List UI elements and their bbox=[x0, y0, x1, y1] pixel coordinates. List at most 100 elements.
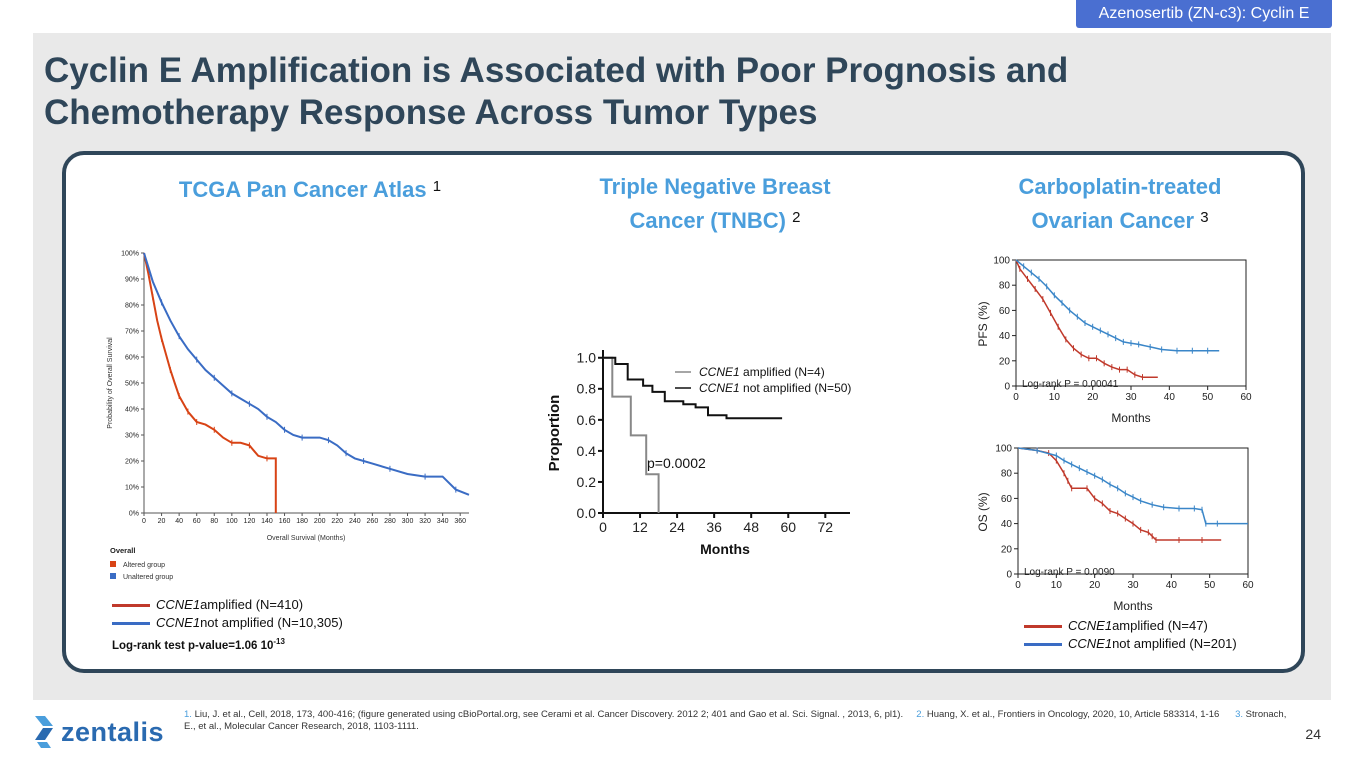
legend-text: not amplified (N=201) bbox=[1112, 636, 1237, 651]
legend-swatch bbox=[112, 621, 150, 625]
ovarian-ref: 3 bbox=[1200, 209, 1209, 226]
legend-swatch bbox=[112, 603, 150, 607]
company-logo: zentalis bbox=[33, 714, 164, 750]
p-value-annotation: p=0.0002 bbox=[647, 455, 706, 471]
y-tick-label: 90% bbox=[125, 276, 139, 283]
y-tick-label: 60 bbox=[1001, 494, 1013, 505]
legend-swatch bbox=[1024, 624, 1062, 628]
y-tick-label: 0 bbox=[1004, 382, 1010, 393]
slide-title: Cyclin E Amplification is Associated wit… bbox=[44, 51, 1069, 132]
x-tick-label: 360 bbox=[454, 518, 466, 525]
legend-swatch bbox=[110, 573, 116, 579]
legend-label: Altered group bbox=[123, 562, 165, 569]
x-tick-label: 260 bbox=[367, 518, 379, 525]
ovarian-legend-amplified: CCNE1 amplified (N=47) bbox=[1024, 617, 1237, 635]
x-tick-label: 0 bbox=[142, 518, 146, 525]
footnote-num: 1. bbox=[184, 709, 192, 720]
y-tick-label: 20 bbox=[1001, 544, 1013, 555]
x-tick-label: 40 bbox=[175, 518, 183, 525]
tnbc-panel-title: Triple Negative Breast Cancer (TNBC) 2 bbox=[580, 171, 850, 236]
x-tick-label: 20 bbox=[1087, 392, 1099, 403]
tcga-title-text: TCGA Pan Cancer Atlas bbox=[178, 177, 427, 202]
gene-name: CCNE1 bbox=[1068, 618, 1113, 633]
y-axis-label: OS (%) bbox=[976, 492, 990, 531]
ovarian-os-chart: 0 10 20 30 40 50 60 0 20 40 60 80 100 Months OS (%) Log… bbox=[976, 444, 1254, 614]
legend-title: Overall bbox=[110, 546, 135, 555]
y-tick-label: 70% bbox=[125, 328, 139, 335]
x-tick-label: 220 bbox=[331, 518, 343, 525]
y-tick-label: 0.8 bbox=[577, 381, 597, 397]
plot-frame bbox=[1015, 259, 1247, 387]
x-axis-label: Months bbox=[1113, 599, 1152, 613]
x-tick-label: 36 bbox=[706, 519, 722, 535]
x-tick-label: 0 bbox=[1015, 580, 1021, 591]
footnote: 1. Liu, J. et al., Cell, 2018, 173, 400-… bbox=[184, 709, 1294, 733]
survival-curve bbox=[603, 356, 660, 513]
y-tick-label: 20 bbox=[999, 356, 1011, 367]
y-tick-label: 100 bbox=[993, 256, 1010, 267]
y-tick-label: 80 bbox=[999, 281, 1011, 292]
x-tick-label: 12 bbox=[632, 519, 648, 535]
x-tick-label: 160 bbox=[279, 518, 291, 525]
x-tick-label: 280 bbox=[384, 518, 396, 525]
footnote-ref-1: Liu, J. et al., Cell, 2018, 173, 400-416… bbox=[191, 709, 904, 720]
x-tick-label: 120 bbox=[244, 518, 256, 525]
tcga-ref: 1 bbox=[432, 178, 442, 195]
legend-text: amplified (N=47) bbox=[1112, 618, 1208, 633]
header-tag: Azenosertib (ZN-c3): Cyclin E bbox=[1076, 0, 1332, 28]
x-tick-label: 340 bbox=[437, 518, 449, 525]
y-tick-label: 80% bbox=[125, 302, 139, 309]
x-tick-label: 10 bbox=[1051, 580, 1063, 591]
x-tick-label: 20 bbox=[158, 518, 166, 525]
x-tick-label: 48 bbox=[743, 519, 759, 535]
x-tick-label: 0 bbox=[599, 519, 607, 535]
logo-mark-icon bbox=[35, 716, 53, 748]
content-panel bbox=[62, 151, 1305, 673]
survival-curve bbox=[143, 252, 277, 513]
legend-label: Unaltered group bbox=[123, 574, 173, 581]
tcga-panel-title: TCGA Pan Cancer Atlas 1 bbox=[170, 171, 450, 205]
tcga-survival-chart: 0 20 40 60 80 100 120 140 160 180 200 220 240 260 280 3… bbox=[107, 250, 470, 581]
x-tick-label: 40 bbox=[1166, 580, 1178, 591]
y-tick-label: 0% bbox=[129, 510, 139, 517]
y-tick-label: 40 bbox=[999, 331, 1011, 342]
tcga-logrank: Log-rank test p-value=1.06 10-13 bbox=[112, 637, 285, 652]
x-tick-label: 140 bbox=[261, 518, 273, 525]
x-tick-label: 80 bbox=[210, 518, 218, 525]
x-axis-label: Overall Survival (Months) bbox=[267, 535, 346, 542]
legend-text: not amplified (N=10,305) bbox=[200, 615, 343, 630]
y-tick-label: 0.2 bbox=[577, 474, 597, 490]
logrank-text: Log-rank test p-value=1.06 10 bbox=[112, 639, 274, 652]
logrank-exponent: -13 bbox=[273, 637, 285, 646]
survival-curve bbox=[603, 356, 783, 420]
x-tick-label: 60 bbox=[780, 519, 796, 535]
survival-curve bbox=[143, 252, 470, 496]
ovarian-pfs-chart: 0 10 20 30 40 50 60 0 20 40 60 80 100 Months PFS (%) Lo… bbox=[976, 256, 1252, 426]
y-tick-label: 100 bbox=[995, 444, 1012, 455]
legend-label: CCNE1 not amplified (N=50) bbox=[699, 381, 851, 395]
logrank-annotation: Log-rank P = 0.0090 bbox=[1024, 567, 1115, 578]
y-tick-label: 40 bbox=[1001, 519, 1013, 530]
y-tick-label: 40% bbox=[125, 406, 139, 413]
x-tick-label: 50 bbox=[1204, 580, 1216, 591]
ovarian-legend-not-amplified: CCNE1 not amplified (N=201) bbox=[1024, 635, 1237, 653]
x-tick-label: 300 bbox=[402, 518, 414, 525]
x-tick-label: 60 bbox=[1242, 580, 1254, 591]
x-axis-label: Months bbox=[700, 541, 750, 557]
survival-curve bbox=[1017, 447, 1222, 541]
x-tick-label: 20 bbox=[1089, 580, 1101, 591]
gene-name: CCNE1 bbox=[156, 597, 201, 612]
x-tick-label: 0 bbox=[1013, 392, 1019, 403]
tnbc-ref: 2 bbox=[792, 209, 801, 226]
y-tick-label: 60% bbox=[125, 354, 139, 361]
x-tick-label: 320 bbox=[419, 518, 431, 525]
y-tick-label: 0.4 bbox=[577, 443, 597, 459]
x-tick-label: 30 bbox=[1125, 392, 1137, 403]
legend-text: amplified (N=410) bbox=[200, 597, 304, 612]
x-tick-label: 50 bbox=[1202, 392, 1214, 403]
footnote-ref-3: Stronach, E., et al., Molecular Cancer R… bbox=[184, 709, 1287, 732]
y-axis-label: PFS (%) bbox=[976, 301, 990, 346]
y-tick-label: 100% bbox=[121, 250, 139, 257]
x-tick-label: 10 bbox=[1049, 392, 1061, 403]
x-axis-label: Months bbox=[1111, 411, 1150, 425]
